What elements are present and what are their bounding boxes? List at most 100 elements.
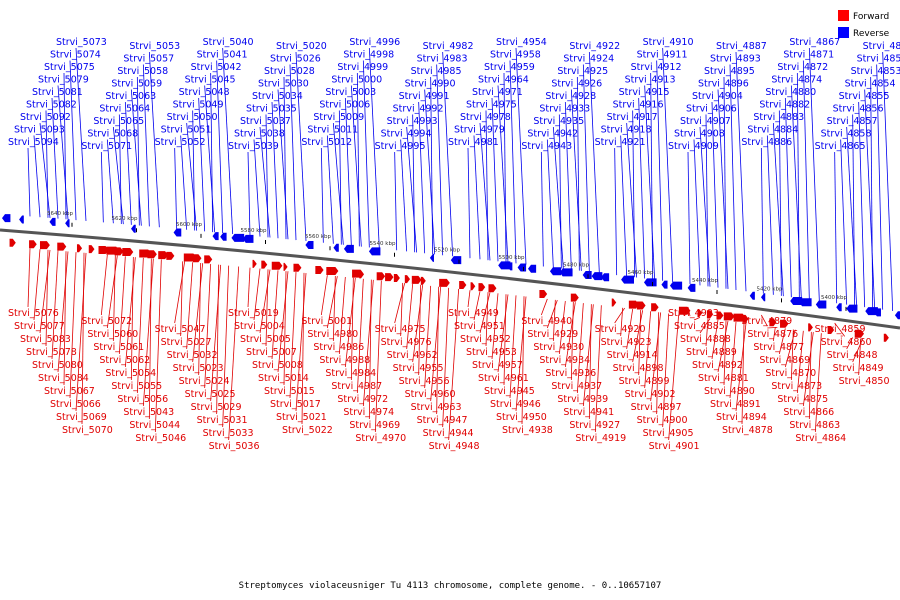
gene-label: Strvi_4867 [789,37,840,48]
leader-line [620,135,628,277]
gene-label: Strvi_5062 [99,355,150,366]
gene-label: Strvi_4996 [349,37,400,48]
gene-label: Strvi_4999 [337,62,388,73]
leader-line [418,284,422,376]
forward-gene [326,267,339,276]
leader-line [112,255,116,342]
gene-label: Strvi_5015 [264,386,315,397]
leader-line [485,110,489,261]
leader-line [620,307,624,337]
gene-label: Strvi_4970 [355,433,406,444]
forward-gene [439,278,450,287]
gene-label: Strvi_5083 [20,334,71,345]
forward-gene [883,333,889,342]
gene-label: Strvi_4891 [710,399,761,410]
gene-label: Strvi_5076 [8,308,59,319]
leader-line [198,262,202,376]
leader-line [717,89,729,289]
gene-label: Strvi_4916 [613,100,664,111]
forward-gene [76,244,83,253]
gene-label: Strvi_5039 [228,141,279,152]
reverse-gene [815,300,827,309]
leader-line [247,151,251,236]
gene-label: Strvi_4961 [478,373,529,384]
label-leader-lines [27,47,894,441]
gene-label: Strvi_5012 [301,137,352,148]
leader-line [790,85,802,299]
leader-line [216,60,224,234]
gene-label: Strvi_5055 [111,381,162,392]
leader-line [362,60,370,248]
leader-line [350,85,362,247]
gene-label: Strvi_4998 [343,50,394,61]
gene-label: Strvi_5092 [20,112,71,123]
leader-line [693,139,701,286]
leader-line [790,329,794,381]
leader-line [265,114,269,238]
leader-line [564,302,576,368]
gene-label: Strvi_5032 [167,350,218,361]
leader-line [253,268,261,321]
leader-line [735,323,747,412]
leader-line [656,60,664,281]
leader-line [693,317,701,321]
gene-label: Strvi_4860 [821,337,872,348]
reverse-gene [643,278,657,287]
gene-label: Strvi_5031 [197,415,248,426]
leader-line [259,269,271,334]
leader-line [858,101,866,308]
forward-gene [376,272,386,281]
gene-label: Strvi_4915 [619,87,670,98]
gene-label: Strvi_4853 [851,66,900,77]
leader-line [198,97,206,232]
gene-label: Strvi_4937 [551,381,602,392]
gene-label: Strvi_4852 [857,54,900,65]
gene-label: Strvi_4942 [527,129,578,140]
leader-line [192,110,196,231]
gene-label: Strvi_4901 [649,441,700,452]
gene-label: Strvi_4971 [472,87,523,98]
reverse-gene [498,261,511,270]
leader-line [350,277,354,381]
leader-line [228,266,240,441]
gene-label: Strvi_4988 [319,355,370,366]
leader-line [802,332,814,407]
gene-label: Strvi_4987 [331,381,382,392]
forward-gene [488,284,497,293]
gene-label: Strvi_4919 [575,433,626,444]
leader-line [558,300,566,355]
leader-line [644,311,652,389]
forward-gene [98,245,109,254]
forward-gene [808,323,813,332]
gene-label: Strvi_5023 [173,363,224,374]
gene-label: Strvi_4857 [827,116,878,127]
forward-gene [166,251,175,260]
leader-line [834,151,838,304]
leader-line [564,101,572,270]
gene-label: Strvi_4849 [833,363,884,374]
gene-label: Strvi_4934 [539,355,590,366]
tick-label: 5460 kbp [628,270,654,276]
gene-label: Strvi_5072 [81,316,132,327]
leader-line [846,126,858,307]
gene-label: Strvi_5051 [161,125,212,136]
gene-label: Strvi_4925 [557,66,608,77]
forward-gene [478,283,486,292]
gene-label: Strvi_4920 [595,324,646,335]
leader-line [412,284,424,363]
leader-line [503,72,507,263]
gene-label: Strvi_5058 [117,66,168,77]
gene-label: Strvi_4945 [484,386,535,397]
gene-label: Strvi_5046 [135,433,186,444]
leader-line [699,126,711,287]
gene-label: Strvi_4879 [741,316,792,327]
gene-label: Strvi_5024 [179,376,230,387]
gene-label: Strvi_4926 [551,79,602,90]
gene-label: Strvi_4947 [417,415,468,426]
gene-label: Strvi_5022 [282,425,333,436]
gene-label: Strvi_5053 [129,41,180,52]
reverse-gene [507,262,513,271]
leader-line [368,279,372,420]
gene-label: Strvi_5077 [14,321,65,332]
